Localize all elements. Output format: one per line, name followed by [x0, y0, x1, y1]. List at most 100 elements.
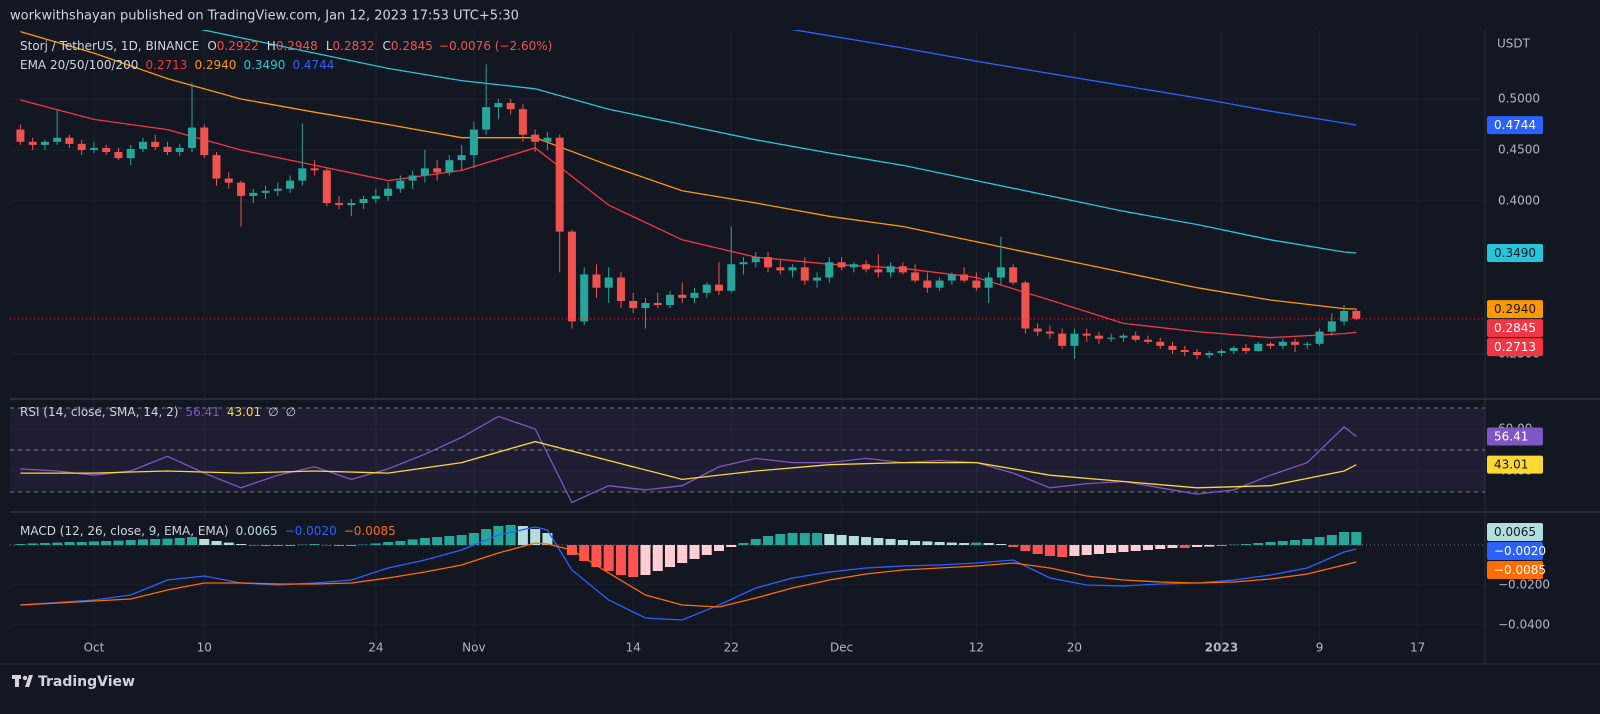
candle-body: [972, 280, 981, 288]
histogram-bar: [701, 545, 712, 555]
histogram-bar: [76, 542, 87, 545]
histogram-bar: [824, 534, 835, 545]
legend-value: 0.2948: [276, 39, 318, 53]
candle-body: [1242, 347, 1251, 351]
candle-body: [616, 277, 625, 301]
price-badge-label: −0.0085: [1494, 563, 1546, 577]
histogram-bar: [517, 526, 528, 545]
histogram-bar: [211, 541, 222, 545]
candle-body: [543, 137, 552, 142]
histogram-bar: [1069, 545, 1080, 556]
candle-body: [739, 262, 748, 265]
histogram-bar: [530, 529, 541, 545]
price-badge-label: −0.0020: [1494, 544, 1546, 558]
price-pane: [10, 30, 1485, 398]
candle-body: [89, 147, 98, 150]
x-tick-label: Dec: [830, 641, 853, 655]
price-badge-label: 0.2940: [1494, 302, 1536, 316]
candle-body: [1168, 345, 1177, 350]
candle-body: [751, 257, 760, 263]
histogram-bar: [922, 541, 933, 545]
price-badge-label: 56.41: [1494, 430, 1528, 444]
candle-body: [604, 277, 613, 288]
legend-value: 0.4744: [292, 58, 334, 72]
candle-body: [1131, 335, 1140, 340]
candle-body: [286, 180, 295, 189]
candle-body: [114, 152, 123, 159]
candle-body: [53, 137, 62, 142]
legend-title: MACD (12, 26, close, 9, EMA, EMA): [20, 524, 229, 538]
histogram-bar: [1130, 545, 1141, 551]
candle-body: [911, 272, 920, 281]
candle-body: [1192, 351, 1201, 356]
legend: Storj / TetherUS, 1D, BINANCE O0.2922 H0.2…: [20, 39, 552, 53]
histogram-bar: [285, 545, 296, 546]
candle-body: [1266, 343, 1275, 346]
candle-body: [359, 198, 368, 204]
legend-title: RSI (14, close, SMA, 14, 2): [20, 405, 178, 419]
histogram-bar: [763, 536, 774, 545]
legend-value: 0.2713: [145, 58, 187, 72]
candle-body: [1217, 350, 1226, 354]
histogram-bar: [640, 545, 651, 575]
histogram-bar: [1302, 539, 1313, 545]
candle-body: [28, 141, 37, 145]
candle-body: [1033, 328, 1042, 332]
histogram-bar: [468, 533, 479, 545]
price-badge: [1487, 542, 1543, 560]
histogram-bar: [481, 529, 492, 545]
candle-body: [813, 277, 822, 281]
candle-body: [494, 103, 503, 108]
brand: TradingView: [38, 674, 135, 690]
histogram-bar: [444, 536, 455, 545]
candle-body: [935, 280, 944, 288]
legend: RSI (14, close, SMA, 14, 2) 56.41 43.01 ∅ ∅: [20, 405, 296, 419]
candle-body: [322, 170, 331, 204]
candle-body: [40, 141, 49, 145]
legend-value: 0.2832: [333, 39, 375, 53]
histogram-bar: [1204, 545, 1215, 547]
candle-body: [335, 203, 344, 206]
histogram-bar: [505, 525, 516, 545]
candle-body: [629, 300, 638, 309]
candle-body: [641, 303, 650, 309]
candle-body: [702, 284, 711, 293]
histogram-bar: [15, 544, 26, 545]
histogram-bar: [861, 537, 872, 545]
histogram-bar: [456, 535, 467, 545]
x-tick-label: Nov: [462, 641, 485, 655]
candle-body: [298, 168, 307, 181]
legend-value: 0.2940: [194, 58, 236, 72]
publisher: workwithshayan published on TradingView.…: [10, 9, 519, 24]
histogram-bar: [1216, 545, 1227, 546]
candle-body: [715, 284, 724, 291]
legend-key: C: [383, 39, 391, 53]
currency: USDT: [1497, 37, 1531, 51]
histogram-bar: [383, 542, 394, 545]
candle-body: [420, 168, 429, 176]
candle-body: [408, 175, 417, 181]
macd-line: [20, 526, 1357, 621]
histogram-bar: [174, 538, 185, 545]
candle-body: [531, 134, 540, 142]
candle-body: [984, 277, 993, 288]
price-badge-label: 0.2713: [1494, 340, 1536, 354]
candle-body: [469, 129, 478, 156]
y-tick-label: 0.4000: [1498, 193, 1540, 207]
candle-body: [175, 147, 184, 153]
legend-value: 56.41: [185, 405, 219, 419]
histogram-bar: [1191, 545, 1202, 547]
histogram-bar: [775, 534, 786, 545]
candle-body: [800, 267, 809, 281]
candle-body: [433, 168, 442, 173]
candle-body: [1303, 343, 1312, 345]
y-tick-label: −0.0400: [1498, 618, 1550, 632]
legend-key: L: [326, 39, 333, 53]
legend-value: −0.0085: [344, 524, 396, 538]
legend-key: H: [267, 39, 276, 53]
candle-body: [898, 266, 907, 273]
x-tick-label: Oct: [84, 641, 105, 655]
histogram-bar: [726, 545, 737, 547]
x-tick-label: 22: [724, 641, 739, 655]
candle-body: [1254, 343, 1263, 351]
